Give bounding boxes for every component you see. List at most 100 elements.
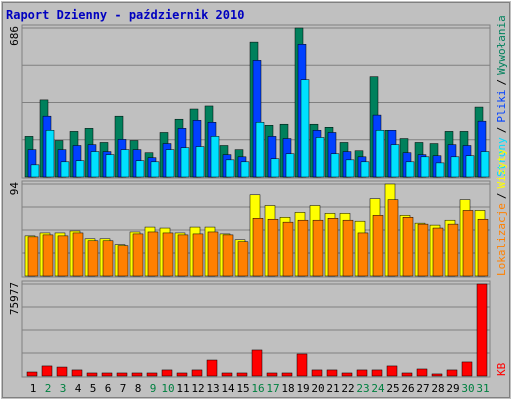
x-tick-label: 26 (401, 382, 414, 395)
bar (371, 369, 383, 377)
bar (192, 233, 204, 277)
bar (60, 161, 70, 178)
bar (431, 373, 443, 377)
bar (72, 232, 84, 277)
bar (195, 146, 205, 178)
bar (135, 160, 145, 178)
bar (360, 161, 370, 178)
legend-entry: Wizyty (495, 148, 508, 188)
bar (450, 156, 460, 178)
bar (90, 151, 100, 178)
bar (255, 122, 265, 178)
x-tick-label: 13 (206, 382, 219, 395)
bar (447, 223, 459, 277)
y-tick-label: 94 (8, 182, 21, 196)
bar (27, 236, 39, 277)
legend: Lokalizacje / Wizyty (495, 148, 508, 276)
x-tick-label: 25 (386, 382, 399, 395)
bar (101, 372, 113, 377)
bar (176, 372, 188, 377)
bar (177, 234, 189, 277)
bar (416, 368, 428, 377)
x-tick-label: 30 (461, 382, 474, 395)
bar (132, 233, 144, 277)
legend-separator: / (495, 79, 508, 86)
x-tick-label: 15 (236, 382, 249, 395)
x-tick-label: 28 (431, 382, 444, 395)
bar (162, 232, 174, 277)
bar (146, 372, 158, 377)
bar (462, 210, 474, 277)
y-tick-label: 686 (8, 26, 21, 46)
bar (285, 153, 295, 178)
bar (86, 372, 98, 377)
bar (282, 221, 294, 277)
x-tick-label: 3 (60, 382, 67, 395)
bar (251, 349, 263, 377)
bar (180, 147, 190, 178)
bar (357, 232, 369, 277)
x-tick-label: 2 (45, 382, 52, 395)
bar (225, 159, 235, 178)
chart-title: Raport Dzienny - październik 2010 (6, 8, 244, 22)
legend: Strony / Pliki / Wywołania (495, 15, 508, 177)
bar (401, 372, 413, 377)
bar (131, 372, 143, 377)
bar (327, 218, 339, 277)
bar (296, 353, 308, 377)
x-tick-label: 20 (311, 382, 324, 395)
x-tick-label: 17 (266, 382, 279, 395)
bar (297, 219, 309, 277)
x-tick-label: 29 (446, 382, 459, 395)
bar (386, 365, 398, 377)
bar (417, 223, 429, 277)
bar (312, 219, 324, 277)
bar (147, 231, 159, 277)
bar (315, 137, 325, 178)
x-tick-label: 7 (120, 382, 127, 395)
bar (281, 372, 293, 377)
bar (240, 161, 250, 178)
legend: KB (495, 362, 508, 376)
bar (446, 369, 458, 377)
bar (480, 151, 490, 178)
x-tick-label: 21 (326, 382, 339, 395)
bar (252, 218, 264, 277)
bar (461, 361, 473, 377)
bar (435, 162, 445, 178)
bar (356, 369, 368, 377)
bar (150, 161, 160, 178)
bar (342, 219, 354, 277)
x-tick-label: 9 (150, 382, 157, 395)
x-tick-label: 19 (296, 382, 309, 395)
bar (42, 234, 54, 277)
legend-entry: KB (495, 362, 508, 376)
bar (56, 366, 68, 377)
bar (345, 159, 355, 178)
bar (161, 369, 173, 377)
legend-separator: / (495, 193, 508, 200)
bar (117, 245, 129, 277)
bar (102, 240, 114, 277)
bar (206, 359, 218, 377)
bar (221, 372, 233, 377)
bar (45, 130, 55, 178)
legend-entry: Wywołania (495, 15, 508, 75)
bar (222, 234, 234, 277)
x-tick-label: 8 (135, 382, 142, 395)
x-tick-label: 1 (30, 382, 37, 395)
bar (326, 369, 338, 377)
x-tick-label: 24 (371, 382, 385, 395)
bar (207, 231, 219, 277)
bar (402, 217, 414, 277)
legend-entry: Lokalizacje (495, 203, 508, 276)
bar (105, 154, 115, 178)
legend-separator: / (495, 127, 508, 134)
bar (191, 369, 203, 377)
bar (236, 372, 248, 377)
bar (372, 215, 384, 277)
bar (300, 79, 310, 178)
bar (330, 153, 340, 178)
